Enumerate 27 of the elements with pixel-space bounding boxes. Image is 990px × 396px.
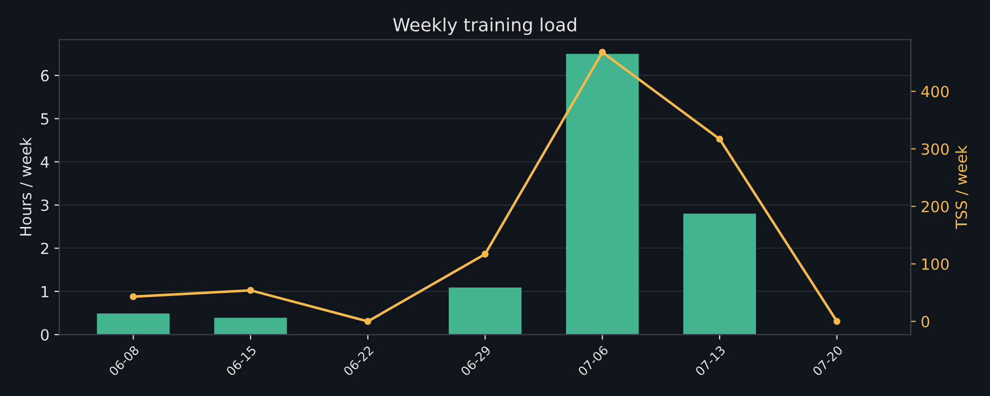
y-axis-title: Hours / week [20,137,33,236]
point [482,250,489,258]
y-tick-label: 0 [40,329,49,341]
y2-tick-label: 200 [922,200,949,212]
point [598,48,606,56]
y-tick-label: 1 [42,286,48,298]
bar [214,318,287,335]
y2-tick-label: 400 [921,86,949,98]
chart-title: Weekly training load [393,18,576,36]
y2-axis-title: TSS / week [955,145,968,230]
y-tick-label: 3 [41,200,48,212]
y-tick-label: 2 [41,242,48,254]
y2-tick-label: 100 [922,258,949,270]
bar [448,288,522,335]
point [716,136,724,143]
y2-tick-label: 0 [922,316,930,328]
y-tick-label: 4 [40,156,49,168]
bar [566,54,639,335]
point [247,286,254,294]
bar [683,214,756,335]
bar [96,313,170,335]
y-tick-label: 5 [41,113,48,125]
point [833,318,840,325]
point [130,293,137,300]
y-tick-label: 6 [41,70,49,82]
y2-tick-label: 300 [922,143,949,155]
point [364,318,372,325]
